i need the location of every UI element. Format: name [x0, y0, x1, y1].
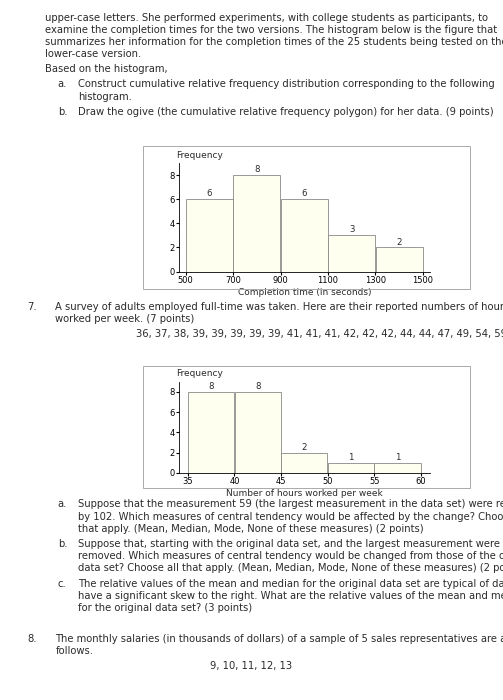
Text: c.: c.: [58, 578, 66, 589]
Text: 8.: 8.: [28, 634, 37, 644]
Text: 8: 8: [255, 382, 261, 391]
Text: Construct cumulative relative frequency distribution corresponding to the follow: Construct cumulative relative frequency …: [78, 79, 495, 90]
Text: data set? Choose all that apply. (Mean, Median, Mode, None of these measures) (2: data set? Choose all that apply. (Mean, …: [78, 564, 503, 573]
Text: Suppose that the measurement 59 (the largest measurement in the data set) were r: Suppose that the measurement 59 (the lar…: [78, 499, 503, 510]
Text: for the original data set? (3 points): for the original data set? (3 points): [78, 603, 252, 613]
Text: 7.: 7.: [28, 302, 37, 312]
Text: examine the completion times for the two versions. The histogram below is the fi: examine the completion times for the two…: [45, 25, 497, 35]
Text: Suppose that, starting with the original data set, and the largest measurement w: Suppose that, starting with the original…: [78, 539, 500, 549]
Text: 6: 6: [207, 189, 212, 198]
Text: upper-case letters. She performed experiments, with college students as particip: upper-case letters. She performed experi…: [45, 13, 488, 22]
Text: 1: 1: [348, 453, 354, 462]
Text: 6: 6: [302, 189, 307, 198]
Text: The monthly salaries (in thousands of dollars) of a sample of 5 sales representa: The monthly salaries (in thousands of do…: [55, 634, 503, 644]
Text: by 102. Which measures of central tendency would be affected by the change? Choo: by 102. Which measures of central tenden…: [78, 512, 503, 522]
Text: histogram.: histogram.: [78, 92, 132, 102]
Bar: [281, 453, 327, 473]
Text: Based on the histogram,: Based on the histogram,: [45, 64, 168, 74]
Text: 2: 2: [302, 443, 307, 452]
X-axis label: Completion time (in seconds): Completion time (in seconds): [237, 288, 371, 297]
Bar: [328, 235, 375, 272]
Text: The relative values of the mean and median for the original data set are typical: The relative values of the mean and medi…: [78, 578, 503, 589]
Text: Frequency: Frequency: [176, 150, 223, 160]
Text: Draw the ogive (the cumulative relative frequency polygon) for her data. (9 poin: Draw the ogive (the cumulative relative …: [78, 106, 493, 117]
Text: 8: 8: [208, 382, 214, 391]
Text: 36, 37, 38, 39, 39, 39, 39, 39, 41, 41, 41, 42, 42, 42, 44, 44, 47, 49, 54, 59: 36, 37, 38, 39, 39, 39, 39, 39, 41, 41, …: [136, 329, 503, 339]
Text: b.: b.: [58, 106, 67, 117]
Text: follows.: follows.: [55, 646, 94, 656]
Bar: [374, 463, 421, 473]
Bar: [188, 392, 234, 473]
Text: 1: 1: [395, 453, 400, 462]
Text: lower-case version.: lower-case version.: [45, 49, 141, 60]
Text: b.: b.: [58, 539, 67, 549]
Text: a.: a.: [58, 79, 67, 90]
Bar: [281, 199, 328, 272]
Bar: [328, 463, 374, 473]
Bar: [235, 392, 281, 473]
X-axis label: Number of hours worked per week: Number of hours worked per week: [226, 489, 383, 498]
Text: 3: 3: [349, 225, 355, 234]
Text: 9, 10, 11, 12, 13: 9, 10, 11, 12, 13: [210, 661, 293, 671]
Bar: [376, 248, 423, 272]
Text: summarizes her information for the completion times of the 25 students being tes: summarizes her information for the compl…: [45, 37, 503, 47]
Text: that apply. (Mean, Median, Mode, None of these measures) (2 points): that apply. (Mean, Median, Mode, None of…: [78, 524, 424, 534]
Text: Frequency: Frequency: [176, 370, 223, 378]
Bar: [186, 199, 233, 272]
Text: worked per week. (7 points): worked per week. (7 points): [55, 314, 195, 324]
Text: removed. Which measures of central tendency would be changed from those of the o: removed. Which measures of central tende…: [78, 551, 503, 561]
Bar: [233, 175, 280, 272]
Text: have a significant skew to the right. What are the relative values of the mean a: have a significant skew to the right. Wh…: [78, 591, 503, 601]
Text: a.: a.: [58, 499, 67, 510]
Text: 8: 8: [254, 165, 260, 174]
Text: 2: 2: [396, 237, 402, 246]
Text: A survey of adults employed full-time was taken. Here are their reported numbers: A survey of adults employed full-time wa…: [55, 302, 503, 312]
